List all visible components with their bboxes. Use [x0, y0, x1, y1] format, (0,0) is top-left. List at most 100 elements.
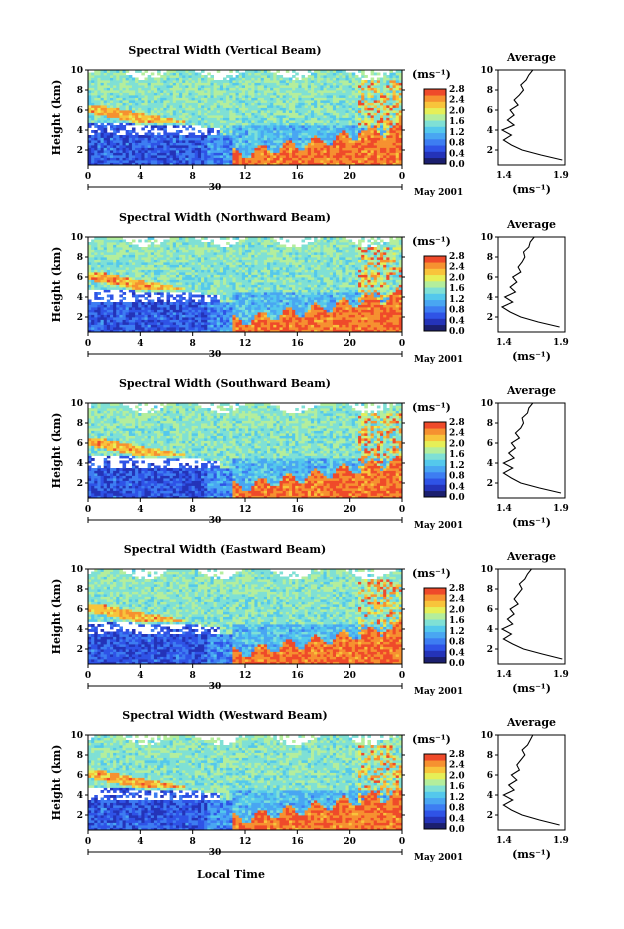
- heatmap-cell: [320, 153, 324, 156]
- heatmap-cell: [138, 103, 142, 106]
- heatmap-cell: [91, 280, 95, 283]
- heatmap-cell: [176, 155, 180, 158]
- heatmap-cell: [173, 312, 177, 315]
- heatmap-cell: [223, 113, 227, 116]
- heatmap-cell: [107, 120, 111, 123]
- heatmap-cell: [342, 108, 346, 111]
- heatmap-cell: [289, 135, 293, 138]
- heatmap-cell: [195, 270, 199, 273]
- heatmap-cell: [324, 120, 328, 123]
- heatmap-cell: [101, 155, 105, 158]
- heatmap-cell: [226, 108, 230, 111]
- heatmap-cell: [148, 160, 152, 163]
- heatmap-cell: [358, 128, 362, 131]
- heatmap-cell: [176, 325, 180, 328]
- heatmap-cell: [239, 98, 243, 101]
- heatmap-cell: [188, 140, 192, 143]
- heatmap-cell: [188, 300, 192, 303]
- heatmap-cell: [160, 312, 164, 315]
- heatmap-cell: [157, 297, 161, 300]
- heatmap-cell: [280, 155, 284, 158]
- heatmap-cell: [364, 125, 368, 128]
- heatmap-cell: [188, 160, 192, 163]
- heatmap-cell: [110, 78, 114, 81]
- heatmap-cell: [361, 83, 365, 86]
- heatmap-cell: [88, 272, 92, 275]
- heatmap-cell: [358, 158, 362, 161]
- heatmap-cell: [258, 148, 262, 151]
- heatmap-cell: [374, 103, 378, 106]
- heatmap-cell: [258, 90, 262, 93]
- heatmap-cell: [110, 125, 114, 128]
- heatmap-cell: [364, 98, 368, 101]
- heatmap-cell: [204, 315, 208, 318]
- heatmap-cell: [148, 90, 152, 93]
- heatmap-cell: [179, 123, 183, 126]
- heatmap-cell: [386, 118, 390, 121]
- heatmap-cell: [94, 130, 98, 133]
- heatmap-cell: [364, 160, 368, 163]
- heatmap-cell: [119, 143, 123, 146]
- heatmap-cell: [188, 315, 192, 318]
- heatmap-cell: [163, 90, 167, 93]
- heatmap-cell: [167, 257, 171, 260]
- heatmap-cell: [170, 143, 174, 146]
- heatmap-cell: [383, 120, 387, 123]
- heatmap-cell: [141, 160, 145, 163]
- heatmap-cell: [242, 140, 246, 143]
- heatmap-cell: [141, 327, 145, 330]
- heatmap-cell: [148, 105, 152, 108]
- heatmap-cell: [104, 148, 108, 151]
- heatmap-cell: [251, 148, 255, 151]
- heatmap-cell: [107, 252, 111, 255]
- heatmap-cell: [123, 115, 127, 118]
- heatmap-cell: [129, 135, 133, 138]
- heatmap-cell: [295, 100, 299, 103]
- heatmap-cell: [157, 73, 161, 76]
- heatmap-cell: [101, 83, 105, 86]
- heatmap-cell: [173, 125, 177, 128]
- heatmap-cell: [254, 130, 258, 133]
- heatmap-cell: [236, 143, 240, 146]
- heatmap-cell: [226, 88, 230, 91]
- heatmap-cell: [163, 138, 167, 141]
- heatmap-cell: [320, 158, 324, 161]
- heatmap-cell: [135, 158, 139, 161]
- heatmap-cell: [138, 275, 142, 278]
- heatmap-cell: [119, 302, 123, 305]
- heatmap-cell: [220, 135, 224, 138]
- heatmap-cell: [101, 85, 105, 88]
- heatmap-cell: [148, 155, 152, 158]
- heatmap-cell: [374, 93, 378, 96]
- heatmap-cell: [396, 148, 400, 151]
- heatmap-cell: [298, 125, 302, 128]
- heatmap-cell: [160, 75, 164, 78]
- heatmap-cell: [292, 110, 296, 113]
- heatmap-cell: [239, 110, 243, 113]
- heatmap-cell: [248, 158, 252, 161]
- heatmap-cell: [377, 135, 381, 138]
- heatmap-cell: [324, 100, 328, 103]
- heatmap-cell: [188, 285, 192, 288]
- heatmap-cell: [107, 282, 111, 285]
- heatmap-cell: [138, 88, 142, 91]
- heatmap-cell: [110, 160, 114, 163]
- heatmap-cell: [305, 123, 309, 126]
- heatmap-cell: [204, 118, 208, 121]
- heatmap-cell: [236, 155, 240, 158]
- heatmap-cell: [173, 120, 177, 123]
- heatmap-cell: [283, 88, 287, 91]
- heatmap-cell: [151, 85, 155, 88]
- heatmap-cell: [160, 295, 164, 298]
- heatmap-cell: [176, 78, 180, 81]
- heatmap-cell: [374, 98, 378, 101]
- heatmap-cell: [386, 105, 390, 108]
- heatmap-cell: [141, 315, 145, 318]
- heatmap-cell: [201, 242, 205, 245]
- heatmap-cell: [254, 78, 258, 81]
- heatmap-cell: [201, 247, 205, 250]
- heatmap-cell: [251, 135, 255, 138]
- heatmap-cell: [380, 110, 384, 113]
- heatmap-cell: [119, 150, 123, 153]
- heatmap-cell: [339, 150, 343, 153]
